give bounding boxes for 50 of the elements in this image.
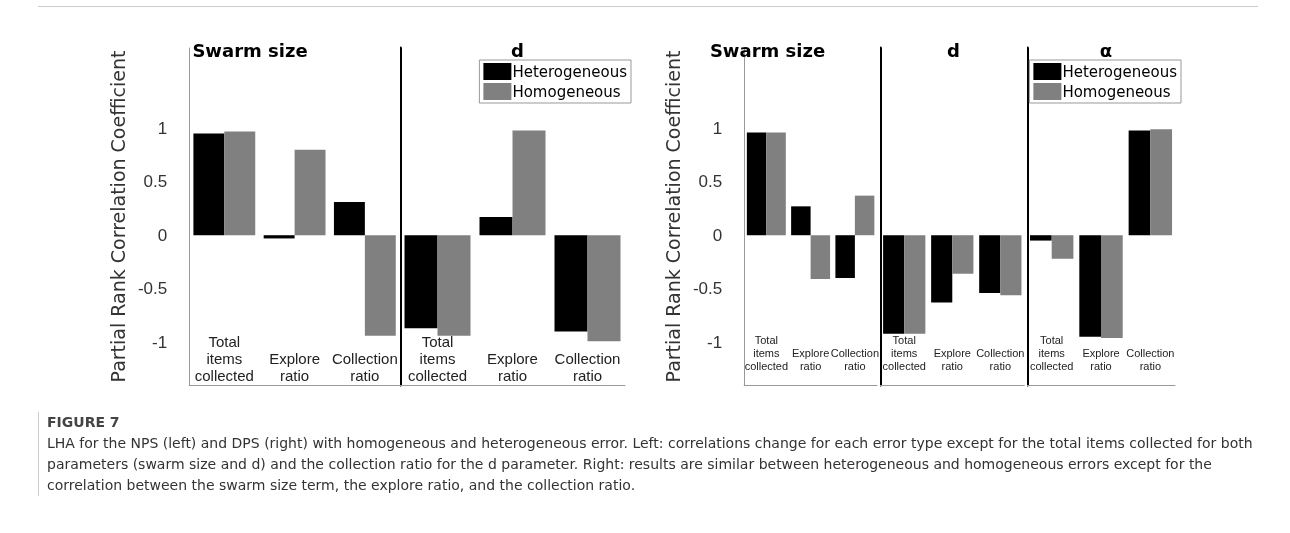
bar (193, 133, 225, 236)
y-tick-label: 0.5 (698, 172, 723, 192)
bar (333, 202, 365, 236)
x-tick-label: Total items collected (744, 333, 789, 372)
bar (810, 235, 831, 280)
x-tick-label: Collection ratio (331, 350, 398, 384)
text: LHA for the NPS (left) and DPS (right) with homogeneous and heterogeneous error. Left: correlations change for each error type except for the total items collected for both parameters (swarm size and d) and the collection ratio for the d parameter. Right: results are similar between heterogeneous and homogeneous errors except for the correlation between the swarm size term, the explore ratio, and the collection ratio. (47, 434, 1254, 495)
legend-label: Homogeneous (512, 82, 621, 101)
legend-label: Heterogeneous (512, 62, 628, 81)
bar (364, 235, 396, 336)
bar (224, 131, 256, 236)
caption: FIGURE 7 (47, 413, 121, 432)
x-tick-label: Total items collected (407, 333, 468, 384)
x-tick-label: Total items collected (882, 333, 926, 372)
y-tick-label: 0 (712, 225, 723, 245)
bar (766, 132, 786, 236)
x-tick-label: Explore ratio (487, 350, 538, 384)
chart-title: Swarm size (192, 39, 308, 61)
legend-label: Homogeneous (1062, 82, 1171, 101)
x-tick-label: Explore ratio (269, 350, 321, 384)
bar (294, 149, 326, 236)
y-tick-label: -0.5 (692, 279, 723, 299)
x-tick-label: Explore ratio (791, 346, 830, 372)
bar (835, 235, 855, 279)
chart-title: α (1099, 39, 1113, 61)
y-tick-label: 0.5 (143, 172, 168, 192)
bar (854, 195, 875, 236)
bar (746, 132, 767, 236)
y-tick-label: -1 (152, 332, 168, 352)
y-tick-label: 1 (712, 118, 723, 138)
chart-title: d (947, 39, 960, 61)
y-axis-title: Partial Rank Correlation Coefficient (106, 50, 129, 383)
y-tick-label: -1 (707, 332, 723, 352)
x-tick-label: Total items collected (1029, 333, 1074, 372)
y-axis-title: Partial Rank Correlation Coefficient (661, 50, 684, 383)
bar (263, 235, 295, 239)
x-tick-label: Collection ratio (830, 346, 880, 372)
chart-title: d (511, 39, 524, 61)
x-tick-label: Collection ratio (1126, 346, 1175, 372)
x-tick-label: Explore ratio (933, 346, 971, 372)
y-tick-label: 0 (157, 225, 168, 245)
x-tick-label: Collection ratio (554, 350, 621, 384)
x-tick-label: Collection ratio (976, 346, 1025, 372)
bar (791, 206, 811, 236)
chart-title: Swarm size (709, 39, 826, 61)
y-tick-label: -0.5 (137, 279, 168, 299)
legend-label: Heterogeneous (1062, 62, 1178, 81)
x-tick-label: Explore ratio (1082, 346, 1120, 372)
x-tick-label: Total items collected (194, 333, 254, 384)
y-tick-label: 1 (157, 118, 168, 138)
